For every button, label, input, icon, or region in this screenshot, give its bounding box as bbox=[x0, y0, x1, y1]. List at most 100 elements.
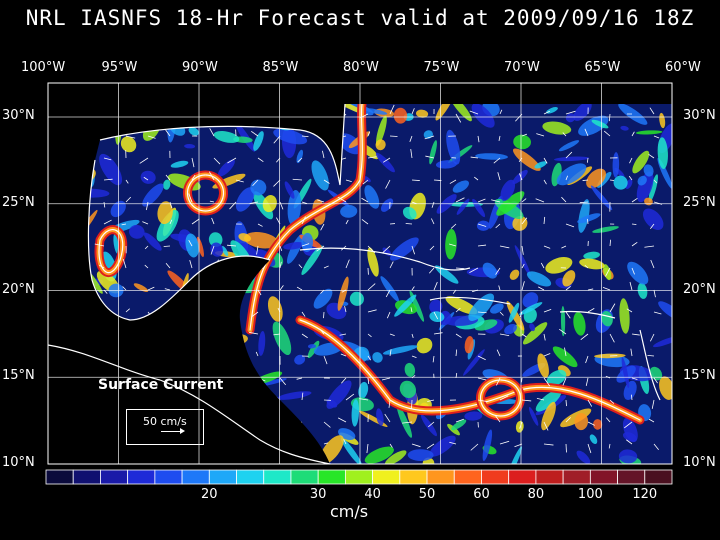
current-vector bbox=[411, 286, 415, 291]
current-vector bbox=[279, 201, 284, 210]
speed-patch bbox=[592, 226, 619, 233]
coastline-segment bbox=[99, 103, 346, 186]
speed-patch bbox=[337, 276, 349, 311]
speed-patch bbox=[482, 429, 493, 461]
speed-patch bbox=[573, 312, 586, 336]
speed-patch bbox=[253, 131, 264, 151]
speed-patch bbox=[471, 104, 495, 128]
current-vector bbox=[139, 157, 149, 164]
speed-patch bbox=[326, 380, 352, 409]
current-vector bbox=[323, 442, 329, 445]
speed-patch bbox=[363, 176, 371, 183]
current-vector bbox=[561, 245, 567, 249]
speed-patch bbox=[449, 104, 472, 122]
speed-patch bbox=[375, 152, 395, 173]
current-vector bbox=[298, 264, 303, 269]
speed-patch bbox=[99, 153, 123, 186]
speed-patch bbox=[390, 237, 419, 261]
current-vector bbox=[587, 288, 594, 291]
current-vector bbox=[125, 179, 129, 184]
current-vector bbox=[449, 179, 457, 184]
latitude-label: 25°N bbox=[683, 194, 716, 210]
current-vector bbox=[367, 355, 372, 361]
current-vector bbox=[279, 285, 284, 291]
current-vector bbox=[249, 332, 259, 335]
current-vector bbox=[644, 245, 655, 248]
colorbar-cell bbox=[263, 469, 292, 485]
speed-patch bbox=[399, 380, 417, 399]
current-vector bbox=[433, 311, 439, 320]
speed-patch bbox=[196, 236, 204, 258]
speed-patch bbox=[627, 261, 649, 285]
speed-patch bbox=[452, 180, 469, 193]
speed-patch bbox=[244, 232, 279, 249]
current-vector bbox=[631, 131, 635, 137]
current-vector bbox=[345, 219, 349, 225]
speed-patch bbox=[358, 381, 369, 399]
latitude-label: 20°N bbox=[2, 281, 35, 297]
speed-patch bbox=[529, 323, 536, 332]
current-vector bbox=[543, 245, 551, 249]
speed-patch bbox=[528, 406, 539, 426]
colorbar-cell bbox=[372, 469, 401, 485]
colorbar-cell bbox=[236, 469, 265, 485]
speed-patch bbox=[217, 159, 235, 177]
colorbar-cell bbox=[644, 469, 673, 485]
current-vector bbox=[431, 218, 435, 225]
current-vector bbox=[631, 267, 635, 275]
current-vector bbox=[323, 179, 330, 184]
speed-patch bbox=[619, 298, 630, 334]
current-vector bbox=[648, 418, 655, 423]
current-vector bbox=[385, 289, 391, 298]
legend-title: Surface Current bbox=[98, 377, 224, 393]
current-vector bbox=[477, 223, 487, 227]
current-vector bbox=[626, 308, 633, 313]
colorbar-cell bbox=[290, 469, 319, 485]
current-vector bbox=[469, 110, 479, 115]
current-vector bbox=[389, 261, 394, 269]
speed-patch bbox=[622, 432, 637, 442]
colorbar-cell bbox=[589, 469, 618, 485]
speed-patch bbox=[618, 449, 638, 464]
current-vector bbox=[339, 333, 347, 336]
current-vector bbox=[279, 245, 283, 251]
current-vector bbox=[543, 308, 552, 313]
current-vector bbox=[631, 197, 638, 203]
current-vector bbox=[433, 281, 438, 291]
speed-patch bbox=[272, 321, 292, 356]
current-vector bbox=[103, 219, 112, 225]
current-vector bbox=[609, 399, 615, 404]
colorbar-tick-label: 60 bbox=[473, 487, 490, 502]
speed-patch bbox=[594, 353, 626, 359]
speed-patch bbox=[506, 301, 525, 331]
current-vector bbox=[389, 333, 395, 336]
speed-patch bbox=[394, 294, 417, 317]
colorbar-cell bbox=[535, 469, 564, 485]
current-vector bbox=[653, 311, 662, 315]
current-vector bbox=[384, 413, 391, 423]
colorbar-cell bbox=[127, 469, 156, 485]
current-vector bbox=[189, 259, 193, 269]
current-vector bbox=[188, 239, 193, 247]
current-vector bbox=[235, 179, 244, 183]
coastline-segment bbox=[87, 159, 271, 321]
current-vector bbox=[343, 439, 347, 445]
colorbar-tick-label: 30 bbox=[310, 487, 327, 502]
current-vector bbox=[165, 174, 171, 181]
speed-patch bbox=[456, 198, 470, 215]
speed-patch bbox=[446, 129, 461, 165]
colorbar-cell bbox=[399, 469, 428, 485]
speed-patch bbox=[508, 302, 520, 323]
current-vector bbox=[455, 333, 462, 338]
speed-patch bbox=[513, 134, 531, 150]
speed-patch bbox=[612, 152, 620, 178]
current-vector bbox=[273, 135, 281, 144]
current-vector bbox=[565, 175, 568, 181]
longitude-label: 60°W bbox=[665, 60, 701, 75]
speed-patch bbox=[376, 408, 384, 426]
speed-patch bbox=[284, 181, 295, 199]
current-vector bbox=[449, 441, 457, 445]
speed-patch bbox=[514, 245, 531, 277]
speed-patch bbox=[376, 115, 387, 147]
